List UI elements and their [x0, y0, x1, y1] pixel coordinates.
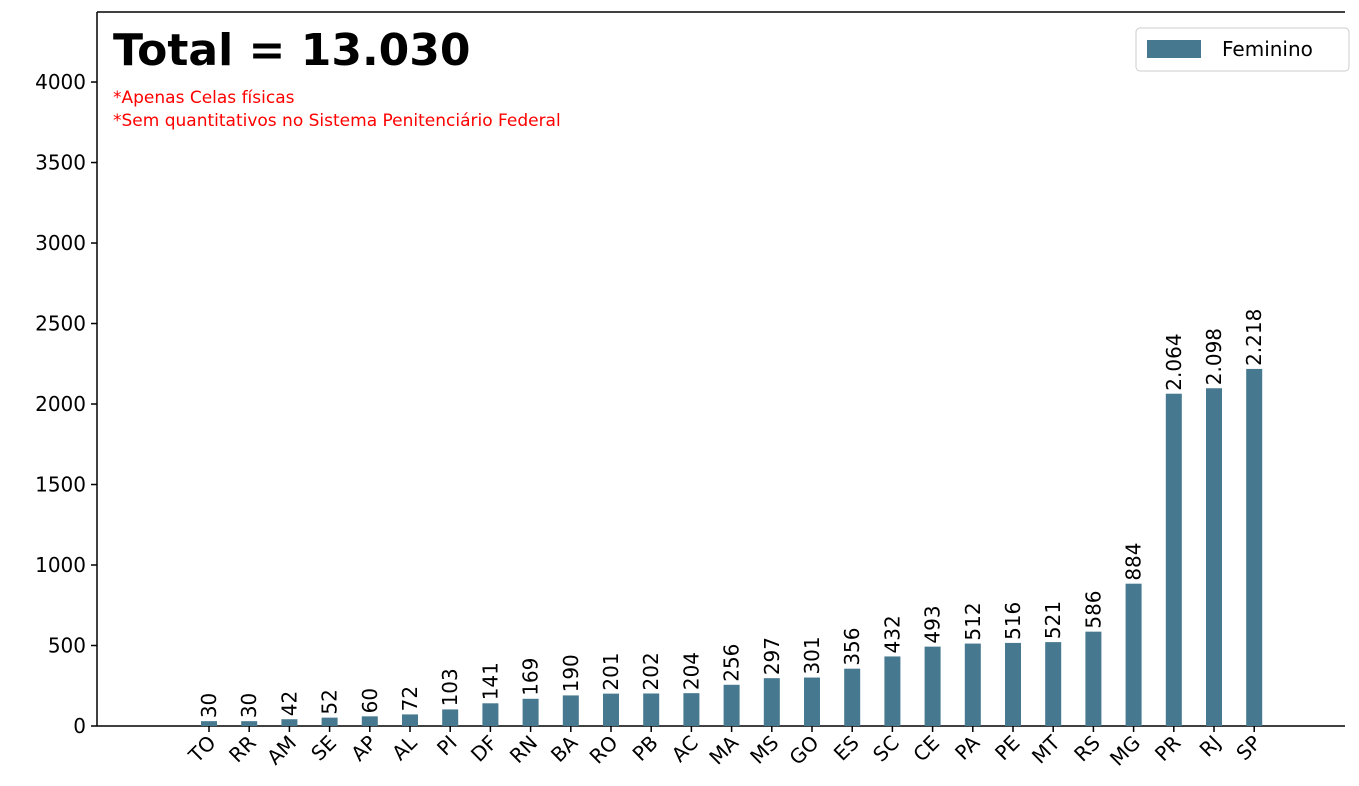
bar [201, 721, 217, 726]
x-tick-label: SP [1231, 731, 1265, 765]
data-label: 204 [679, 652, 703, 690]
bar [1085, 631, 1102, 726]
x-tick-label: MA [704, 730, 743, 769]
x-tick-label: PA [950, 730, 984, 764]
bar [643, 693, 660, 726]
data-label: 521 [1041, 601, 1065, 639]
bar [723, 684, 740, 726]
x-tick-label: TO [183, 731, 220, 768]
x-tick-label: AP [346, 731, 381, 766]
legend-swatch [1147, 40, 1201, 58]
x-tick-label: MS [745, 731, 783, 769]
bar [884, 656, 901, 726]
data-label: 356 [840, 627, 864, 665]
data-label: 201 [599, 652, 623, 690]
y-tick-label: 1000 [35, 553, 86, 577]
x-tick-label: AL [387, 730, 422, 765]
x-tick-label: RJ [1195, 731, 1226, 762]
y-tick-label: 2500 [35, 312, 86, 336]
x-tick-label: RN [505, 731, 542, 768]
bar [1246, 368, 1263, 726]
data-label: 493 [921, 605, 945, 643]
bar [683, 693, 700, 726]
x-tick-label: PI [432, 731, 462, 761]
x-tick-label: SC [868, 731, 904, 767]
x-tick-label: MG [1105, 731, 1145, 771]
x-tick-label: AM [262, 731, 301, 770]
bar [804, 677, 820, 726]
y-tick-label: 3500 [35, 151, 86, 175]
annotation: *Sem quantitativos no Sistema Penitenciá… [113, 111, 561, 131]
x-tick-label: CE [908, 731, 944, 767]
data-label: 297 [760, 637, 784, 675]
data-label: 2.064 [1162, 333, 1186, 390]
y-tick-label: 500 [48, 634, 86, 658]
legend-box [1135, 27, 1350, 72]
x-tick-label: DF [466, 731, 502, 767]
data-label: 884 [1122, 542, 1146, 580]
x-tick-label: RR [224, 730, 261, 767]
data-label: 141 [478, 662, 502, 700]
bar [763, 678, 780, 726]
y-tick-label: 4000 [35, 70, 86, 94]
data-label: 202 [639, 652, 663, 690]
bar [482, 703, 499, 726]
legend-label: Feminino [1222, 37, 1313, 61]
data-label: 512 [961, 602, 985, 640]
bar [1125, 583, 1142, 726]
data-label: 432 [880, 615, 904, 653]
annotation: *Apenas Celas físicas [113, 88, 295, 108]
x-tick-label: GO [784, 731, 823, 770]
y-tick-label: 3000 [35, 231, 86, 255]
bar [241, 721, 258, 726]
data-label: 256 [720, 644, 744, 682]
data-label: 72 [398, 686, 422, 711]
data-label: 42 [277, 691, 301, 716]
bar [924, 646, 941, 726]
data-label: 30 [197, 693, 221, 718]
y-tick-label: 2000 [35, 392, 86, 416]
data-label: 60 [358, 688, 382, 713]
bar [442, 709, 459, 726]
data-label: 103 [438, 668, 462, 706]
data-label: 2.218 [1242, 309, 1266, 366]
bar [321, 717, 338, 726]
x-tick-label: PR [1150, 731, 1185, 766]
bar [844, 668, 861, 726]
bar [1165, 393, 1182, 726]
y-tick-label: 1500 [35, 473, 86, 497]
x-tick-label: MT [1027, 730, 1065, 768]
bar [964, 643, 981, 726]
bar [1045, 642, 1062, 726]
bar [281, 719, 298, 726]
bar [402, 714, 418, 726]
chart-title: Total = 13.030 [113, 25, 471, 76]
bar [522, 698, 539, 726]
data-label: 516 [1001, 602, 1025, 640]
x-tick-label: PB [628, 731, 663, 766]
bar [1005, 642, 1021, 726]
bar [603, 693, 619, 726]
x-tick-label: PE [990, 731, 1024, 765]
bar [562, 695, 579, 726]
x-tick-label: BA [546, 730, 583, 767]
x-tick-label: RO [585, 731, 623, 769]
data-label: 2.098 [1202, 328, 1226, 385]
data-label: 301 [800, 636, 824, 674]
data-label: 52 [318, 689, 342, 714]
bar [1206, 388, 1222, 726]
bar [361, 716, 378, 726]
y-tick-label: 0 [73, 714, 86, 738]
data-label: 586 [1081, 590, 1105, 628]
data-label: 30 [237, 693, 261, 718]
data-label: 190 [559, 654, 583, 692]
x-tick-label: RS [1069, 731, 1105, 767]
x-tick-label: AC [667, 731, 703, 767]
data-label: 169 [519, 658, 543, 696]
x-tick-label: SE [306, 731, 341, 766]
x-tick-label: ES [829, 731, 864, 766]
legend: Feminino [1135, 27, 1350, 72]
